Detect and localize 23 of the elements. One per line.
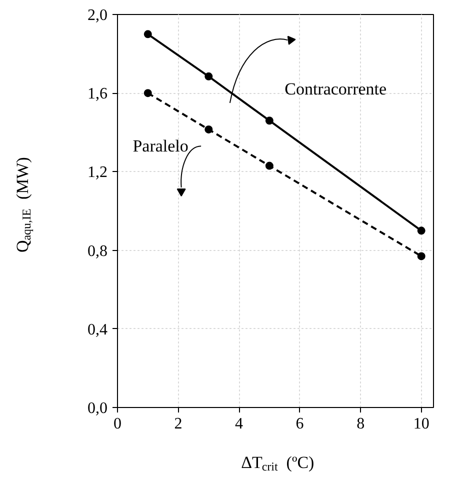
y-tick-label: 1,2 <box>88 164 108 182</box>
x-tick-label: 4 <box>235 416 244 432</box>
x-tick-label: 0 <box>114 416 122 432</box>
y-tick-label: 2,0 <box>88 7 108 24</box>
point <box>204 125 213 134</box>
x-tick-label: 10 <box>413 416 430 432</box>
y-tick-label: 0,0 <box>88 400 108 417</box>
point <box>144 30 152 38</box>
point <box>417 252 426 260</box>
point <box>265 116 274 125</box>
x-tick-label: 8 <box>356 416 365 432</box>
y-tick-label: 0,4 <box>88 321 108 338</box>
y-tick-label: 0,8 <box>88 242 108 260</box>
point <box>417 226 426 235</box>
point <box>144 89 152 98</box>
y-axis-title: Qaqu,IE (MW) <box>13 157 34 253</box>
x-tick-label: 6 <box>296 416 304 432</box>
y-tick-label: 1,6 <box>88 86 108 103</box>
point <box>204 72 213 80</box>
x-tick-label: 2 <box>174 416 182 432</box>
series-label: Contracorrente <box>284 80 387 99</box>
series-label: Paralelo <box>132 136 188 156</box>
point <box>265 162 274 170</box>
